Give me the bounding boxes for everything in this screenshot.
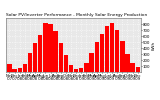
Bar bbox=[95, 42, 99, 72]
Bar bbox=[100, 34, 104, 72]
Bar bbox=[53, 31, 58, 72]
Bar bbox=[69, 65, 73, 72]
Bar bbox=[7, 64, 12, 72]
Bar bbox=[59, 43, 63, 72]
Bar bbox=[48, 24, 53, 72]
Y-axis label: kWh: kWh bbox=[152, 40, 156, 50]
Bar bbox=[110, 23, 114, 72]
Bar bbox=[38, 35, 42, 72]
Bar bbox=[43, 23, 48, 72]
Bar bbox=[125, 54, 130, 72]
Bar bbox=[23, 64, 27, 72]
Bar bbox=[12, 69, 17, 72]
Bar bbox=[79, 68, 84, 72]
Bar bbox=[74, 69, 78, 72]
Bar bbox=[89, 53, 94, 72]
Bar bbox=[130, 63, 135, 72]
Bar bbox=[28, 53, 32, 72]
Bar bbox=[18, 68, 22, 72]
Bar bbox=[64, 55, 68, 72]
Bar bbox=[105, 26, 109, 72]
Bar bbox=[33, 43, 37, 72]
Bar bbox=[115, 30, 119, 72]
Bar bbox=[136, 67, 140, 72]
Bar bbox=[120, 41, 124, 72]
Text: Solar PV/Inverter Performance - Monthly Solar Energy Production: Solar PV/Inverter Performance - Monthly … bbox=[6, 13, 148, 17]
Bar bbox=[84, 63, 89, 72]
